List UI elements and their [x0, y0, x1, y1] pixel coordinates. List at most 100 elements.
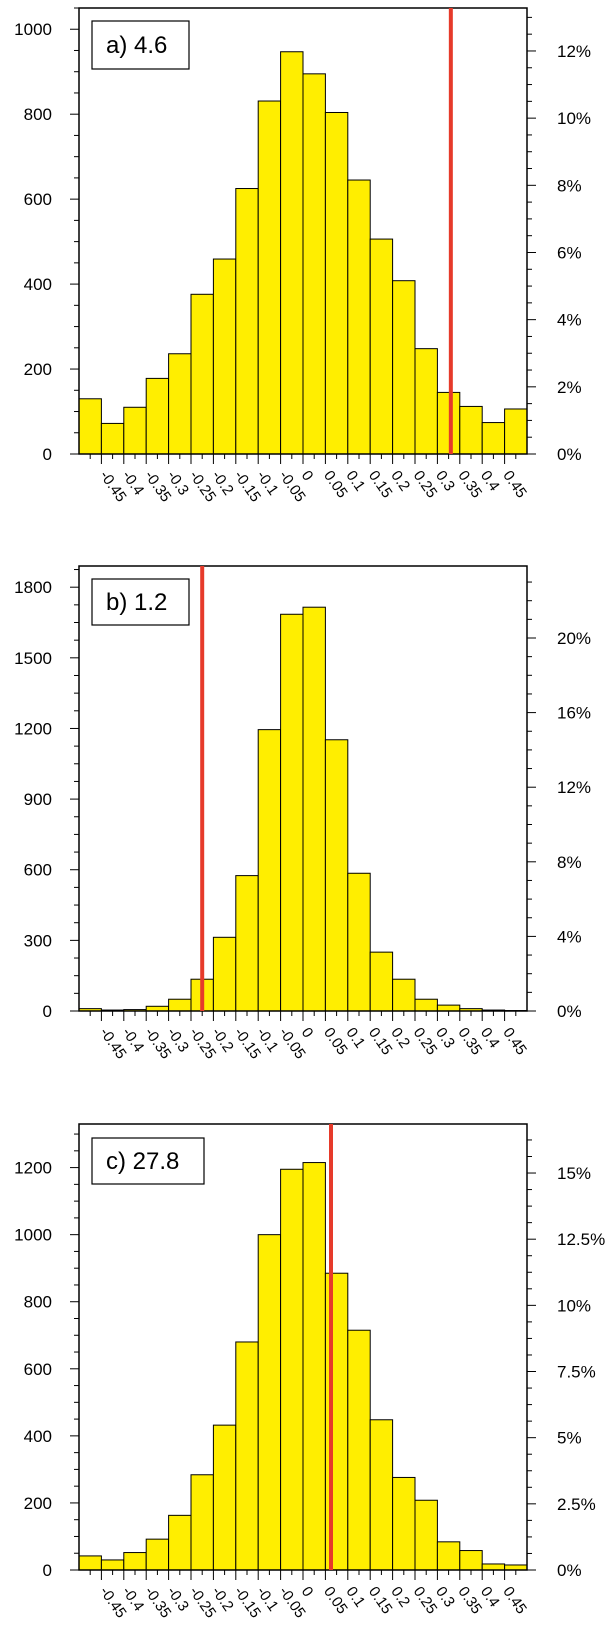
y2-tick-label: 0%: [557, 1002, 582, 1021]
histogram-bar: [190, 1474, 214, 1571]
histogram-bar: [257, 729, 282, 1012]
histogram-bar: [481, 1563, 506, 1571]
panel-label: a) 4.6: [106, 32, 167, 59]
x-tick-label: 0.05: [320, 1584, 351, 1618]
panel-c: 0 200 400 600 800 1000 1200 0% 2.5% 5% 7.5% 10% 12.5…: [14, 1123, 605, 1621]
y2-tick-label: 4%: [557, 927, 582, 946]
panel-b: 03006009001200150018000%4%8%12%16%20%-0.…: [14, 565, 591, 1062]
y-tick-label: 0: [43, 1002, 52, 1021]
y2-tick-label: 5%: [557, 1429, 582, 1448]
y2-tick-label: 12%: [557, 778, 591, 797]
y2-tick-label: 4%: [557, 311, 582, 330]
y2-tick-label: 10%: [557, 109, 591, 128]
y-tick-label: 1800: [14, 578, 52, 597]
histogram-bar: [212, 1424, 237, 1571]
y-tick-label: 1000: [14, 1226, 52, 1245]
x-tick-label: 0.05: [320, 468, 351, 502]
y-tick-label: 200: [24, 1494, 52, 1513]
panel-label-box: [91, 578, 190, 626]
x-tick-label: 0.15: [365, 1584, 396, 1618]
histogram-bar: [123, 406, 147, 455]
panel-a: 020040060080010000%2%4%6%8%10%12%-0.45-0…: [14, 7, 591, 505]
panel-label-box: [91, 20, 190, 70]
histogram-bar: [324, 1272, 349, 1571]
histogram-bar: [302, 606, 326, 1012]
histogram-bar: [78, 1555, 102, 1571]
y-tick-label: 900: [24, 790, 52, 809]
histogram-bar: [280, 1168, 304, 1571]
histogram-bar: [212, 936, 237, 1012]
x-tick-label: 0.35: [455, 468, 486, 502]
x-tick-label: 0.15: [365, 1025, 396, 1059]
y-tick-label: 300: [24, 931, 52, 950]
y-tick-label: 1200: [14, 1159, 52, 1178]
x-tick-label: 0.25: [410, 1584, 441, 1618]
histogram-bar: [145, 377, 170, 455]
y-tick-label: 0: [43, 445, 52, 464]
histogram-bar: [459, 1550, 483, 1571]
y2-tick-label: 15%: [557, 1164, 591, 1183]
x-tick-label: 0.45: [499, 1584, 530, 1618]
histogram-bar: [257, 1234, 282, 1571]
histogram-bar: [280, 613, 304, 1012]
histogram-bar: [369, 1419, 394, 1571]
histogram-bar: [168, 998, 192, 1012]
x-tick-label: 0: [298, 1584, 317, 1601]
y2-tick-label: 10%: [557, 1296, 591, 1315]
histogram-bar: [347, 1329, 371, 1571]
histogram-bar: [414, 1499, 438, 1571]
y2-tick-label: 12.5%: [557, 1230, 605, 1249]
histogram-bar: [100, 1559, 125, 1571]
histogram-bar: [392, 978, 416, 1012]
histogram-bar: [100, 422, 125, 455]
y-tick-label: 600: [24, 190, 52, 209]
histogram-bar: [302, 73, 326, 455]
histogram-bar: [168, 1514, 192, 1571]
histogram-bar: [123, 1552, 147, 1571]
histogram-bar: [481, 422, 506, 455]
y2-tick-label: 2.5%: [557, 1495, 596, 1514]
y2-tick-label: 6%: [557, 243, 582, 262]
y-tick-label: 800: [24, 1293, 52, 1312]
y-tick-label: 1500: [14, 649, 52, 668]
histogram-bar: [392, 280, 416, 455]
histogram-bar: [504, 1564, 528, 1571]
histogram-bar: [392, 1476, 416, 1571]
histogram-bar: [436, 1541, 461, 1571]
histogram-bar: [212, 258, 237, 455]
histogram-bar: [347, 179, 371, 455]
histogram-bar: [302, 1162, 326, 1571]
histogram-bar: [235, 875, 259, 1012]
y2-tick-label: 20%: [557, 629, 591, 648]
y-tick-label: 0: [43, 1561, 52, 1580]
histogram-bar: [145, 1538, 170, 1571]
histogram-bar: [235, 188, 259, 455]
histogram-bar: [369, 238, 394, 455]
y-tick-label: 400: [24, 275, 52, 294]
histogram-bar: [459, 405, 483, 455]
histogram-bar: [436, 391, 461, 455]
histogram-bar: [168, 353, 192, 455]
y-tick-label: 1200: [14, 719, 52, 738]
histogram-bar: [78, 398, 102, 455]
y-tick-label: 600: [24, 1360, 52, 1379]
histogram-bar: [324, 111, 349, 455]
y2-tick-label: 0%: [557, 1561, 582, 1580]
histogram-bar: [257, 100, 282, 455]
y-tick-label: 200: [24, 360, 52, 379]
histogram-bar: [190, 293, 214, 455]
y2-tick-label: 16%: [557, 704, 591, 723]
y-tick-label: 1000: [14, 20, 52, 39]
y2-tick-label: 0%: [557, 445, 582, 464]
x-tick-label: 0.45: [499, 468, 530, 502]
histogram-bar: [347, 872, 371, 1012]
histogram-bar: [414, 998, 438, 1012]
x-tick-label: 0: [298, 468, 317, 485]
x-tick-label: 0.35: [455, 1025, 486, 1059]
histogram-bar: [235, 1341, 259, 1571]
x-tick-label: 0.35: [455, 1584, 486, 1618]
histogram-bar: [414, 348, 438, 455]
panel-label: b) 1.2: [106, 589, 167, 616]
histogram-bar: [280, 51, 304, 455]
y2-tick-label: 7.5%: [557, 1363, 596, 1382]
